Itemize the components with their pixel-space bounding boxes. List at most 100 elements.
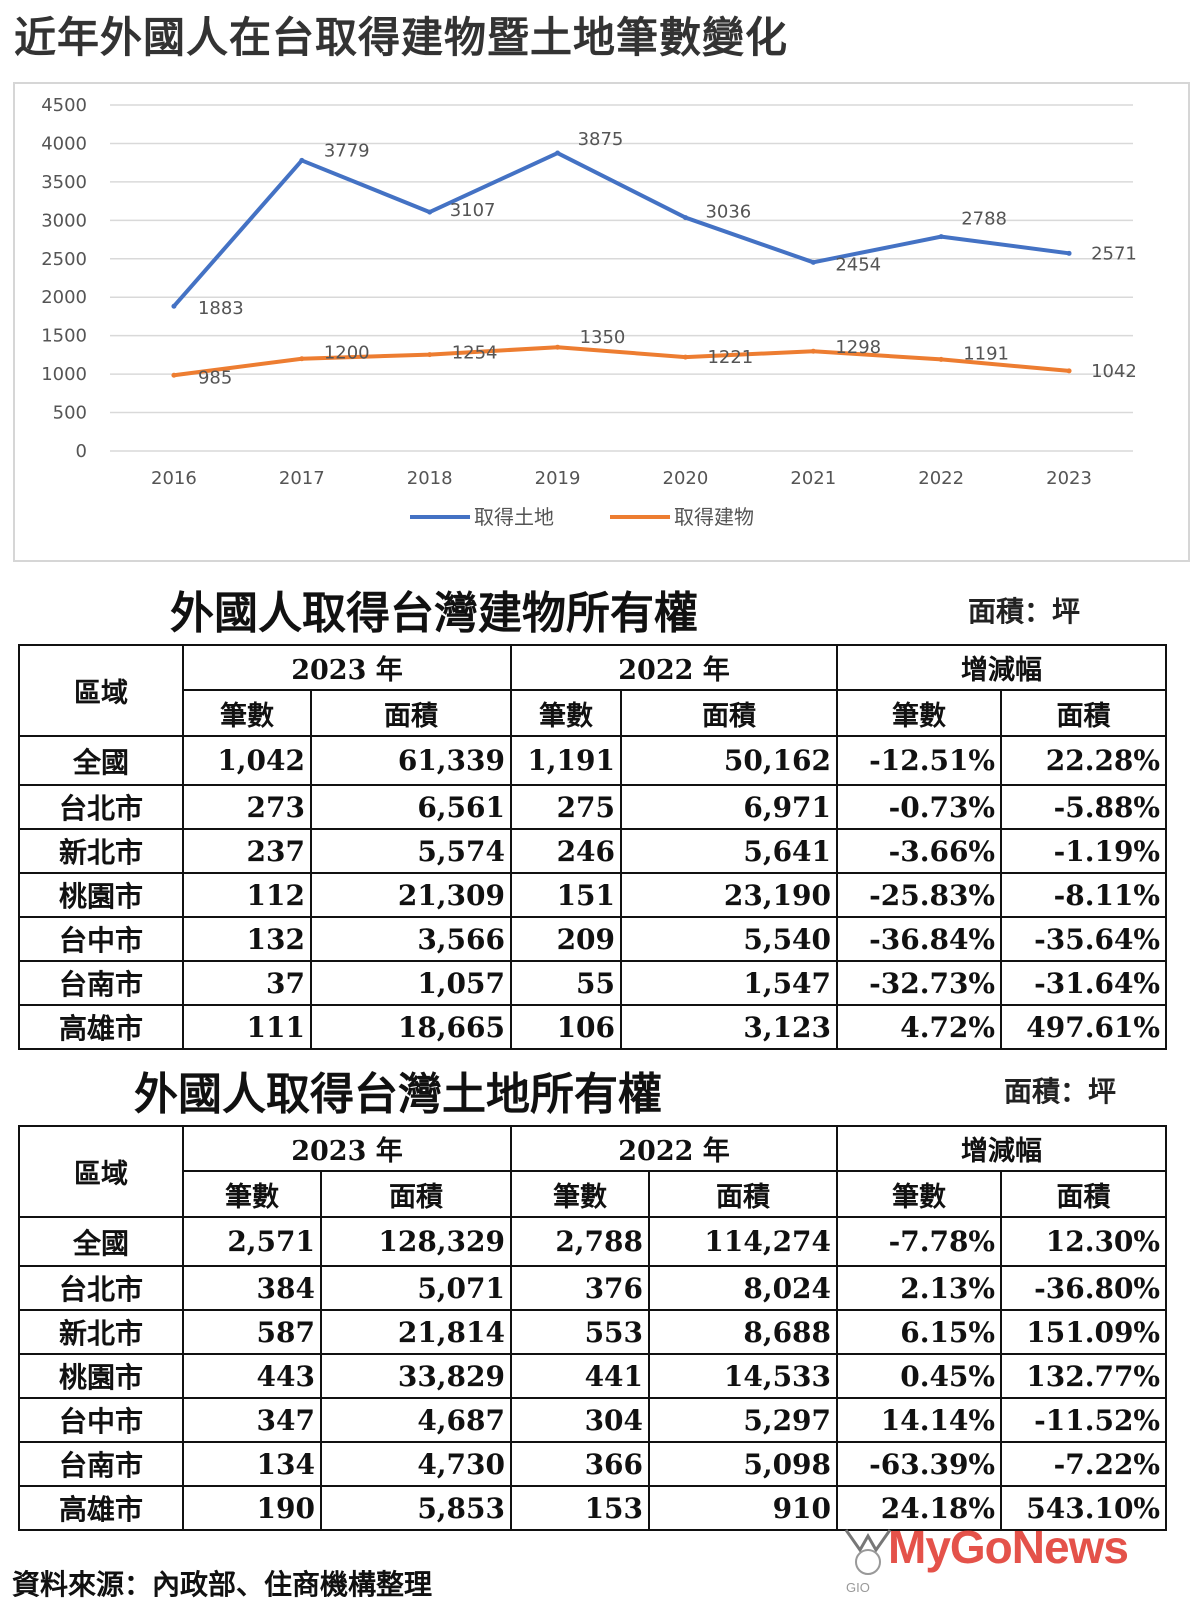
area-change-cell: -35.64% <box>1000 916 1168 962</box>
x-tick-label: 2016 <box>151 468 197 489</box>
count-change-cell: -32.73% <box>836 960 1003 1006</box>
region-cell: 台北市 <box>18 784 184 830</box>
count-2022-cell: 304 <box>510 1397 651 1443</box>
data-label: 3107 <box>450 200 496 221</box>
area-2023-cell: 4,730 <box>319 1441 513 1487</box>
area-2022-cell: 5,540 <box>620 916 839 962</box>
table-row: 台北市 384 5,071 376 8,024 2.13% -36.80% <box>18 1265 1168 1311</box>
region-cell: 台中市 <box>18 1397 184 1443</box>
area-2023-cell: 5,574 <box>309 828 513 874</box>
region-cell: 高雄市 <box>18 1485 184 1531</box>
area-2023-cell: 5,853 <box>319 1485 513 1531</box>
count-2023-cell: 443 <box>182 1353 322 1399</box>
data-point <box>555 344 561 350</box>
area-header: 面積 <box>319 1170 513 1218</box>
area-2023-cell: 128,329 <box>319 1216 513 1267</box>
y-tick-label: 0 <box>76 441 87 462</box>
area-2022-cell: 6,971 <box>620 784 839 830</box>
area-2023-cell: 33,829 <box>319 1353 513 1399</box>
count-change-cell: -25.83% <box>836 872 1003 918</box>
count-2023-cell: 190 <box>182 1485 322 1531</box>
y-tick-label: 4000 <box>41 133 87 154</box>
building-table-body: 全國 1,042 61,339 1,191 50,162 -12.51% 22.28% 台北市… <box>18 735 1168 1050</box>
watermark-sub: GIO <box>846 1580 870 1595</box>
chart-title: 近年外國人在台取得建物暨土地筆數變化 <box>14 13 789 62</box>
count-change-cell: -12.51% <box>836 735 1003 786</box>
y-tick-label: 3500 <box>41 172 87 193</box>
count-change-cell: -36.84% <box>836 916 1003 962</box>
year-2022-header: 2022 年 <box>510 644 839 691</box>
change-header: 增減幅 <box>836 644 1168 691</box>
data-label: 1350 <box>580 327 626 348</box>
area-2023-cell: 21,814 <box>319 1309 513 1355</box>
count-2023-cell: 2,571 <box>182 1216 322 1267</box>
legend-label: 取得建物 <box>674 505 754 529</box>
table-row: 桃園市 112 21,309 151 23,190 -25.83% -8.11% <box>18 872 1168 918</box>
count-2023-cell: 37 <box>182 960 312 1006</box>
data-label: 3875 <box>578 129 624 150</box>
data-label: 3779 <box>324 140 370 161</box>
area-change-cell: 132.77% <box>1000 1353 1168 1399</box>
area-2022-cell: 50,162 <box>620 735 839 786</box>
building-table-title: 外國人取得台灣建物所有權 <box>170 588 698 639</box>
area-change-cell: -5.88% <box>1000 784 1168 830</box>
line-chart: 0 500 1000 1500 2000 2500 3000 3500 4000 4500 2016… <box>13 82 1190 562</box>
data-point <box>938 356 944 362</box>
building-unit-note: 面積：坪 <box>968 595 1081 628</box>
count-change-cell: 14.14% <box>836 1397 1003 1443</box>
area-2022-cell: 8,688 <box>648 1309 839 1355</box>
building-ownership-table: 區域 2023 年 2022 年 增減幅 筆數 面積 筆數 面積 筆數 面積 全… <box>18 644 1168 1050</box>
table-row: 台中市 132 3,566 209 5,540 -36.84% -35.64% <box>18 916 1168 962</box>
count-header: 筆數 <box>182 689 312 737</box>
data-label: 1883 <box>198 298 244 319</box>
table-row: 全國 2,571 128,329 2,788 114,274 -7.78% 12.30% <box>18 1216 1168 1267</box>
data-label: 1298 <box>835 337 881 358</box>
count-header: 筆數 <box>836 689 1003 737</box>
y-tick-label: 500 <box>53 403 87 424</box>
area-2022-cell: 114,274 <box>648 1216 839 1267</box>
region-header: 區域 <box>18 644 184 737</box>
data-point <box>299 157 305 163</box>
count-2023-cell: 1,042 <box>182 735 312 786</box>
area-2022-cell: 5,297 <box>648 1397 839 1443</box>
count-2022-cell: 1,191 <box>510 735 623 786</box>
data-point <box>299 356 305 362</box>
area-2023-cell: 18,665 <box>309 1004 513 1050</box>
count-2022-cell: 275 <box>510 784 623 830</box>
area-2022-cell: 14,533 <box>648 1353 839 1399</box>
table-row: 台中市 347 4,687 304 5,297 14.14% -11.52% <box>18 1397 1168 1443</box>
table-row: 台南市 134 4,730 366 5,098 -63.39% -7.22% <box>18 1441 1168 1487</box>
area-change-cell: -7.22% <box>1000 1441 1168 1487</box>
legend-label: 取得土地 <box>474 505 554 529</box>
count-2022-cell: 553 <box>510 1309 651 1355</box>
land-ownership-table: 區域 2023 年 2022 年 增減幅 筆數 面積 筆數 面積 筆數 面積 全… <box>18 1125 1168 1531</box>
count-2023-cell: 111 <box>182 1004 312 1050</box>
y-tick-label: 1500 <box>41 326 87 347</box>
data-point <box>682 215 688 221</box>
series-line-land <box>171 151 1072 309</box>
land-table-body: 全國 2,571 128,329 2,788 114,274 -7.78% 12.30% 台北… <box>18 1216 1168 1531</box>
table-row: 全國 1,042 61,339 1,191 50,162 -12.51% 22.28% <box>18 735 1168 786</box>
area-2022-cell: 910 <box>648 1485 839 1531</box>
count-change-cell: 24.18% <box>836 1485 1003 1531</box>
area-change-cell: -8.11% <box>1000 872 1168 918</box>
y-tick-label: 3000 <box>41 210 87 231</box>
area-2022-cell: 5,641 <box>620 828 839 874</box>
table-row: 高雄市 190 5,853 153 910 24.18% 543.10% <box>18 1485 1168 1531</box>
area-header: 面積 <box>1000 689 1168 737</box>
region-cell: 桃園市 <box>18 1353 184 1399</box>
watermark: MyGoNews GIO <box>838 1516 1178 1600</box>
data-point <box>810 348 816 354</box>
area-change-cell: 543.10% <box>1000 1485 1168 1531</box>
land-unit-note: 面積：坪 <box>1004 1075 1117 1108</box>
year-2023-header: 2023 年 <box>181 644 513 691</box>
region-cell: 全國 <box>18 735 184 786</box>
y-tick-label: 1000 <box>41 364 87 385</box>
area-change-cell: -31.64% <box>1000 960 1168 1006</box>
region-cell: 新北市 <box>18 1309 184 1355</box>
count-header: 筆數 <box>182 1170 322 1218</box>
area-2022-cell: 5,098 <box>648 1441 839 1487</box>
count-2022-cell: 55 <box>510 960 623 1006</box>
data-label: 1221 <box>707 347 753 368</box>
watermark-text: MyGoNews <box>888 1521 1129 1573</box>
